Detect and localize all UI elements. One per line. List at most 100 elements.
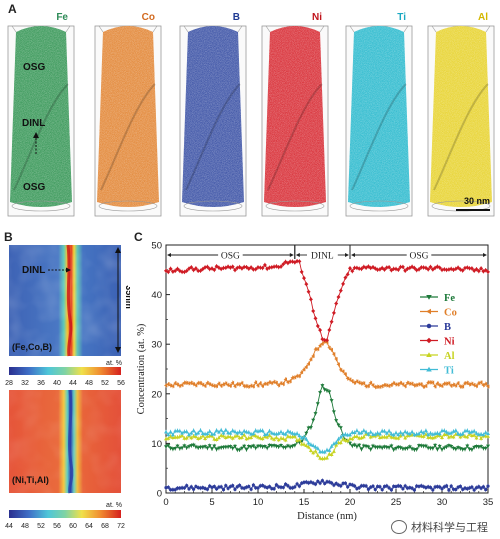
data-point-ti xyxy=(366,432,371,436)
data-point-ni xyxy=(196,268,201,273)
data-point-ni xyxy=(279,264,283,269)
colorbar-tick: 32 xyxy=(21,380,29,387)
data-point-al xyxy=(258,436,263,440)
data-point-b xyxy=(185,484,189,488)
data-point-co xyxy=(235,382,239,387)
data-point-b xyxy=(334,481,338,486)
data-point-b xyxy=(267,485,272,489)
data-point-fe xyxy=(279,444,283,448)
data-point-ti xyxy=(394,430,398,435)
data-point-ti xyxy=(237,429,242,434)
data-point-fe xyxy=(486,444,490,449)
data-point-ni xyxy=(345,272,350,277)
data-point-ti xyxy=(164,429,168,434)
data-point-ti xyxy=(279,429,283,434)
legend-item-ni: Ni xyxy=(420,337,455,348)
data-point-fe xyxy=(285,444,290,448)
data-point-ni xyxy=(331,310,336,315)
data-point-fe xyxy=(262,445,267,449)
data-point-ti xyxy=(336,436,341,441)
data-point-al xyxy=(265,435,270,439)
data-point-fe xyxy=(299,440,304,444)
data-point-ni xyxy=(398,264,403,269)
data-point-al xyxy=(325,455,329,460)
data-point-fe xyxy=(398,446,403,450)
data-point-b xyxy=(180,486,184,490)
data-point-ni xyxy=(302,276,306,281)
data-point-al xyxy=(451,434,456,439)
data-point-ti xyxy=(338,435,343,439)
data-point-ti xyxy=(308,442,313,447)
data-point-co xyxy=(166,382,170,387)
data-point-ti xyxy=(451,429,456,433)
data-point-ni xyxy=(394,266,398,271)
data-point-b xyxy=(362,484,366,488)
colorbar-tick: 36 xyxy=(37,380,45,387)
data-point-ni xyxy=(469,266,474,271)
data-point-ni xyxy=(221,265,226,270)
data-point-b xyxy=(346,485,350,489)
data-point-ti xyxy=(400,432,405,436)
data-point-ni xyxy=(308,297,313,302)
colorbar-tick: 40 xyxy=(53,380,61,387)
data-point-fe xyxy=(430,446,435,451)
data-point-fe xyxy=(329,399,334,403)
data-point-co xyxy=(446,381,451,386)
unit-label-2: at. % xyxy=(106,502,122,509)
data-point-b xyxy=(401,487,405,491)
data-point-fe xyxy=(203,445,208,449)
legend-item-al: Al xyxy=(420,351,455,362)
data-point-al xyxy=(474,435,479,440)
data-point-ni xyxy=(205,264,210,269)
data-point-fe xyxy=(313,412,318,416)
data-point-al xyxy=(354,434,359,438)
data-point-ni xyxy=(311,308,316,313)
data-point-b xyxy=(486,484,490,488)
map2-label: (Ni,Ti,Al) xyxy=(12,475,49,485)
data-point-co xyxy=(189,380,193,385)
data-point-ni xyxy=(414,268,419,273)
data-point-b xyxy=(205,487,209,491)
data-point-ti xyxy=(228,431,233,435)
data-point-co xyxy=(187,381,191,386)
data-point-co xyxy=(419,382,423,387)
data-point-al xyxy=(196,436,201,441)
data-point-fe xyxy=(276,445,281,449)
data-point-co xyxy=(366,383,370,388)
data-point-fe xyxy=(205,446,210,451)
region-label: DINL xyxy=(311,252,334,262)
data-point-fe xyxy=(173,447,178,451)
data-point-fe xyxy=(184,446,189,450)
data-point-fe xyxy=(338,426,343,430)
data-point-ti xyxy=(382,429,387,433)
data-point-fe xyxy=(164,445,168,449)
data-point-al xyxy=(269,436,274,440)
data-point-b xyxy=(387,486,391,490)
data-point-ni xyxy=(336,294,341,299)
data-point-b xyxy=(231,484,235,488)
colorbar-1 xyxy=(9,367,121,375)
data-point-fe xyxy=(325,389,329,393)
data-point-ti xyxy=(352,430,357,434)
scalebar-label: 30 nm xyxy=(464,196,490,206)
data-point-ti xyxy=(239,431,244,436)
region-osg-2: OSG xyxy=(349,245,489,262)
data-point-co xyxy=(384,383,389,388)
data-point-ni xyxy=(426,267,431,272)
data-point-b xyxy=(438,485,442,489)
data-point-ni xyxy=(262,262,267,267)
data-point-ti xyxy=(361,428,366,432)
data-point-fe xyxy=(336,423,341,428)
data-point-co xyxy=(223,381,228,386)
data-point-ti xyxy=(368,430,373,434)
data-point-fe xyxy=(453,447,458,452)
data-point-ti xyxy=(189,431,194,435)
data-point-b xyxy=(316,479,320,483)
data-point-al xyxy=(327,451,332,456)
data-point-b xyxy=(286,484,290,488)
data-point-ti xyxy=(354,428,359,433)
data-point-b xyxy=(445,484,449,488)
data-point-b xyxy=(192,487,196,491)
x-axis-label: Distance (nm) xyxy=(297,511,357,522)
data-point-ti xyxy=(246,430,251,434)
